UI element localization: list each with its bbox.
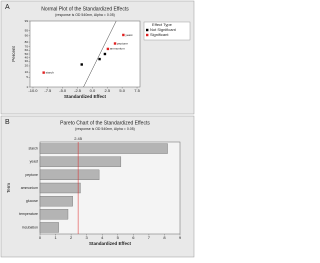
x-tick-label: 0.0 <box>90 88 96 93</box>
chart-title: Normal Plot of the Standardized Effects <box>41 6 129 12</box>
point <box>122 33 125 37</box>
bar <box>39 169 100 181</box>
point-label: starch <box>46 70 55 74</box>
y-tick-label: starch <box>28 146 38 150</box>
point <box>103 52 107 56</box>
plot-area <box>29 20 141 88</box>
legend-label: Significant <box>150 32 169 37</box>
x-tick-label: 6 <box>132 235 135 240</box>
y-tick-label: 95 <box>25 28 29 32</box>
x-tick-label: 3 <box>86 235 89 240</box>
x-tick-label: 8 <box>163 235 166 240</box>
y-tick-label: glucose <box>26 199 38 203</box>
x-tick-label: 1 <box>54 235 57 240</box>
y-tick-label: 20 <box>25 64 29 68</box>
y-tick-label: peptone <box>25 173 38 177</box>
point <box>106 47 110 51</box>
bar <box>39 156 122 167</box>
y-tick-label: 5 <box>26 75 28 79</box>
x-axis-label: Standardized Effect <box>64 94 107 99</box>
legend-swatch <box>146 33 149 37</box>
chart-title: Pareto Chart of the Standardized Effects <box>60 120 150 126</box>
y-tick-label: 30 <box>25 59 29 63</box>
y-tick-label: temperature <box>19 212 38 216</box>
legend-box <box>143 21 191 41</box>
chart-subtitle: (response is OD 540nm, Alpha = 0.05) <box>75 127 135 131</box>
x-tick-label: -7.5 <box>44 88 52 93</box>
y-tick-label: 90 <box>25 34 29 38</box>
x-axis-label: Standardized Effect <box>89 241 132 246</box>
x-tick-label: 5.0 <box>119 88 125 93</box>
x-tick-label: 0 <box>39 235 42 240</box>
point <box>42 71 45 74</box>
figure: A Normal Plot of the Standardized Effects… <box>0 0 195 258</box>
bar <box>39 182 81 194</box>
panel-label: B <box>5 119 10 126</box>
x-tick-label: 2 <box>70 235 73 240</box>
reference-label: 2.45 <box>74 136 83 141</box>
legend-title: Effect Type <box>152 22 173 27</box>
x-tick-label: 5 <box>117 235 120 240</box>
panel-label: A <box>5 4 10 11</box>
bar <box>39 209 69 220</box>
y-tick-label: ammonium <box>21 186 38 190</box>
y-tick-label: yeast <box>30 160 38 164</box>
y-tick-label: 70 <box>25 44 29 48</box>
bar <box>39 195 73 207</box>
y-tick-label: 10 <box>25 70 29 74</box>
point-label: yeast <box>125 33 132 37</box>
x-tick-label: -5.0 <box>59 88 67 93</box>
y-tick-label: 40 <box>25 55 29 59</box>
x-tick-label: 7 <box>148 235 151 240</box>
y-tick-label: 50 <box>25 52 29 56</box>
legend-label: Not Significant <box>150 27 177 32</box>
y-tick-label: incubation <box>22 225 38 229</box>
y-axis-label: Percent <box>11 45 16 61</box>
x-tick-label: 7.5 <box>134 88 140 93</box>
chart-subtitle: (response is OD 540nm, Alpha = 0.05) <box>55 13 115 17</box>
x-tick-label: 9 <box>179 235 182 240</box>
y-tick-label: 80 <box>25 40 29 44</box>
y-axis-label: Term <box>6 183 11 193</box>
point-label: peptone <box>117 41 128 45</box>
point <box>80 63 83 66</box>
y-tick-label: 1 <box>26 85 28 89</box>
legend-swatch <box>146 28 149 32</box>
bar <box>39 143 168 154</box>
point-label: ammonium <box>110 47 125 51</box>
x-tick-label: 4 <box>101 235 104 240</box>
point <box>113 42 117 45</box>
reference-line <box>83 20 117 88</box>
y-tick-label: 99 <box>25 19 29 23</box>
bar <box>39 222 59 233</box>
x-tick-label: 2.5 <box>105 88 111 93</box>
point <box>98 57 101 61</box>
y-tick-label: 60 <box>25 48 29 52</box>
x-tick-label: -2.5 <box>74 88 82 93</box>
x-tick-label: -10.0 <box>28 88 38 93</box>
